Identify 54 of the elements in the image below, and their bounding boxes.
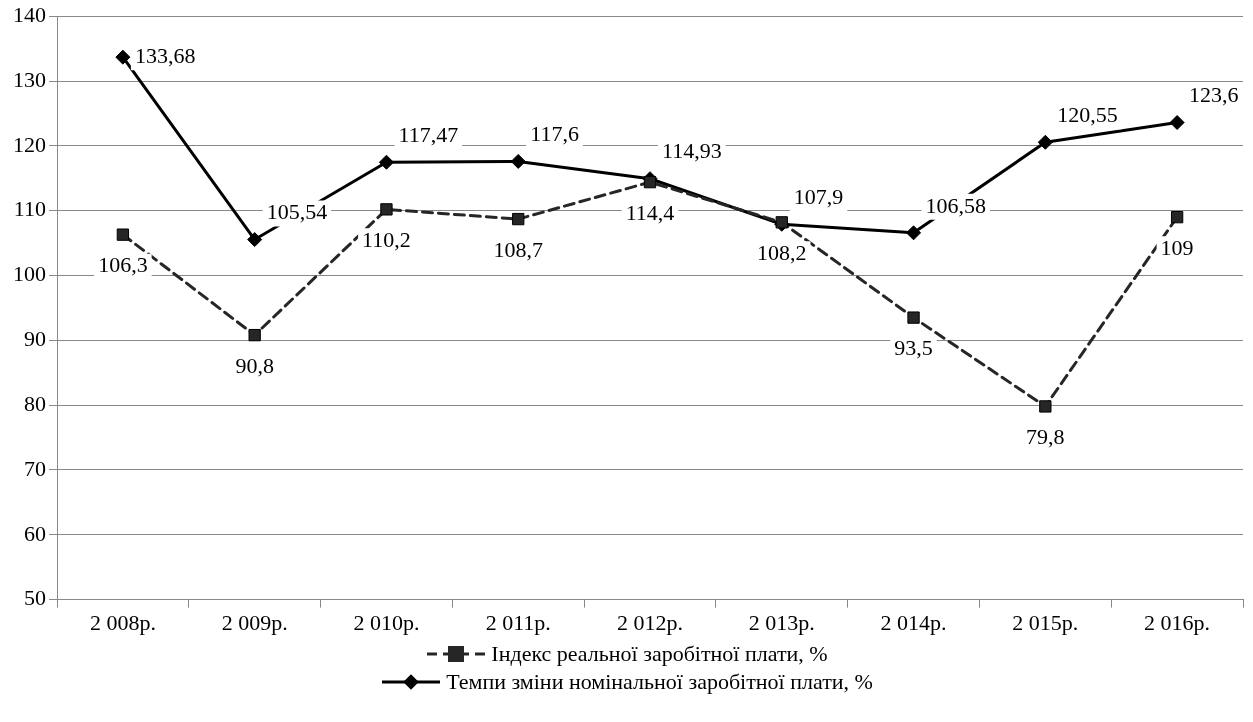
- legend-label: Індекс реальної заробітної плати, %: [491, 640, 828, 668]
- x-tick-label: 2 008р.: [89, 609, 156, 635]
- y-tick-label: 90: [24, 326, 46, 352]
- y-tick-label: 60: [24, 520, 46, 546]
- point: [512, 212, 525, 226]
- y-tick-label: 110: [13, 196, 46, 222]
- y-tick-label: 120: [13, 131, 46, 157]
- point: [380, 203, 393, 216]
- y-tick-label: 80: [24, 390, 46, 416]
- y-tick-label: 70: [24, 455, 46, 481]
- data-label: 133,68: [134, 42, 196, 68]
- point: [1169, 115, 1185, 131]
- y-tick-label: 130: [13, 66, 46, 92]
- point: [248, 328, 261, 342]
- point: [510, 153, 526, 169]
- data-label: 114,4: [625, 199, 675, 225]
- point: [1037, 134, 1053, 150]
- x-tick-label: 2 014р.: [880, 609, 947, 635]
- point: [906, 225, 922, 241]
- legend-label: Темпи зміни номінальної заробітної плати, %: [446, 668, 873, 696]
- x-tick-label: 2 009р.: [221, 609, 288, 635]
- data-label: 105,54: [266, 199, 328, 225]
- x-tick-label: 2 011р.: [485, 609, 551, 635]
- data-label: 123,6: [1189, 82, 1239, 108]
- point: [907, 311, 920, 324]
- x-tick-label: 2 012р.: [617, 609, 683, 635]
- data-label: 79,8: [1026, 424, 1065, 450]
- data-label: 120,55: [1057, 102, 1118, 128]
- point: [1039, 400, 1052, 413]
- point: [247, 232, 263, 248]
- point: [378, 154, 394, 170]
- y-tick-label: 50: [24, 585, 46, 611]
- data-label: 109: [1160, 234, 1194, 260]
- data-label: 110,2: [362, 227, 411, 253]
- x-tick-label: 2 015р.: [1012, 609, 1079, 635]
- data-label: 117,6: [530, 121, 579, 147]
- data-label: 106,58: [925, 192, 987, 218]
- data-label: 114,93: [662, 138, 722, 164]
- data-label: 106,3: [98, 252, 148, 278]
- point: [643, 175, 657, 189]
- point: [1170, 210, 1184, 224]
- point: [116, 228, 130, 241]
- data-label: 107,9: [793, 184, 844, 210]
- y-tick-label: 140: [13, 1, 46, 27]
- data-label: 117,47: [398, 122, 459, 148]
- data-label: 93,5: [894, 335, 933, 361]
- x-tick-label: 2 010р.: [353, 609, 420, 635]
- data-label: 108,2: [757, 240, 807, 266]
- x-tick-label: 2 016р.: [1144, 609, 1211, 635]
- point: [115, 49, 131, 65]
- y-tick-label: 100: [13, 261, 46, 287]
- x-tick-label: 2 013р.: [748, 609, 815, 635]
- data-label: 90,8: [235, 352, 274, 378]
- data-label: 108,7: [493, 236, 543, 262]
